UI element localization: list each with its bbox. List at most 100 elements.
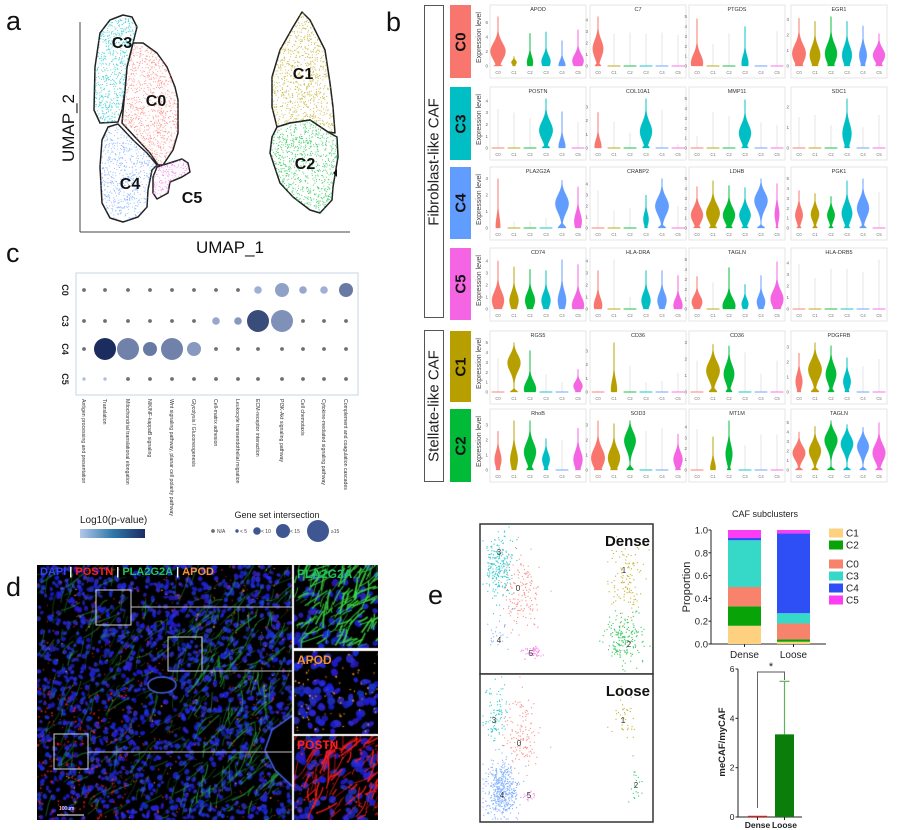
dot-c0-2 [126,288,130,292]
x-tick-label: C1 [611,232,617,237]
x-tick-label: C2 [527,474,533,479]
violin-c5 [573,369,583,393]
x-tick-label: C5 [575,474,581,479]
x-tick-label: C2 [627,396,633,401]
violin-c4 [555,439,569,471]
bar-segment-c5 [728,530,761,538]
x-tick-label: Loose [772,820,797,830]
x-tick-label: C4 [758,70,764,75]
violin-shape [509,266,519,310]
x-tick-label: C0 [595,70,601,75]
y-tick-label: 5 [684,96,687,101]
y-tick-label: 1.0 [695,526,708,537]
violin-shape [655,178,669,229]
umap-cluster-c3: C3 [93,14,138,124]
y-tick-label: 1 [786,375,789,380]
violin-c1 [706,282,720,310]
dot-plot-panel-c: C0 C3 C4 C5 Antigen processing and presentat… [60,272,359,542]
x-tick-label: C5 [675,474,681,479]
y-tick-label: 0 [485,390,488,395]
y-tick-label: 0 [585,226,588,231]
legend-label: C2 [846,541,859,552]
x-tick-label: C3 [844,232,850,237]
violin-shape [710,436,716,471]
row-box-c5: C5 [450,248,471,320]
y-tick-label: 3 [485,110,488,115]
x-tick-label: C5 [774,396,780,401]
dot-c4-6 [214,347,218,351]
x-tick-label: C0 [796,232,802,237]
violin-c5 [671,372,685,393]
x-tick-label: C4 [860,313,866,318]
column-label: ECM-receptor interaction [254,399,260,457]
bar-rect [748,815,767,817]
violin-c1 [706,44,720,67]
y-axis-label: Expression level [476,255,483,306]
umap-points-c4 [482,744,527,820]
cluster-points [99,124,157,222]
y-tick-label: 0 [786,468,789,473]
y-tick-label: 3 [684,277,687,282]
x-tick-label: C5 [774,152,780,157]
y-tick-label: 2 [786,284,789,289]
violin-c5 [774,183,780,229]
violin-shape [706,180,720,229]
dot-c4-8 [256,347,260,351]
violin-frame [688,4,786,79]
violin-title: RhoB [531,411,545,417]
y-tick-label: 0.0 [695,640,708,651]
column-label: Cytokine-mediated signaling pathway [320,399,326,485]
y-tick-label: 4 [585,182,588,187]
channel-separator: | [116,566,120,578]
x-tick-label: C1 [710,313,716,318]
cluster-label: C0 [146,93,167,110]
y-tick-label: 0 [585,468,588,473]
y-tick-label: 3 [684,116,687,121]
x-tick-label: C1 [611,70,617,75]
x-tick-label: C4 [659,70,665,75]
violin-c2 [824,125,838,149]
x-tick-label: C5 [876,396,882,401]
violin-c2 [623,32,637,67]
y-tick-label: 2 [786,206,789,211]
immunofluorescence-panel: DAPI | POSTN | PLA2G2A | APOD PLA2G2A APOD POS… [37,565,378,820]
row-box-c1: C1 [450,331,471,402]
violin-shape [507,342,521,393]
dot-c3-3 [148,319,152,323]
umap-panel-e: 0 1 2 3 4 5 Dense 0 1 2 3 4 5 Loose [479,523,654,823]
bar-segment-c0 [777,623,810,640]
violin-shape [573,427,583,471]
x-tick-label: C1 [511,396,517,401]
violin-c5 [573,427,583,471]
violin-c4 [558,40,566,67]
dot-c4-5 [187,342,201,356]
violin-shape [555,179,569,229]
violin-base [872,147,886,149]
violin-frame [589,330,687,405]
y-tick-label: 1 [585,52,588,57]
x-tick-label: C2 [627,313,633,318]
violin-base [706,308,720,310]
dot-c0-1 [103,288,107,292]
violin-panel-rgs5: RGS5 0 1 2 3 4 5 C0 C1 C2 C3 C4 C5 [485,330,587,405]
violin-base [690,391,704,393]
x-tick-label: C1 [511,313,517,318]
y-tick-label: 0 [585,64,588,69]
violin-shape [657,270,667,310]
violin-shape [754,178,768,229]
stacked-bar-chart: CAF subclusters 0.0 0.2 0.4 0.6 0.8 1.0 Proport… [681,509,859,661]
cluster-label: C1 [293,66,314,83]
size-legend-title: Gene set intersection [234,510,319,520]
cluster-label: C5 [182,190,203,207]
violin-c4 [856,427,870,471]
violin-c5 [770,261,784,310]
dot-c0-9 [275,283,289,297]
column-label: Cell-matrix adhesion [212,399,218,446]
column-label: Mitochondrial translational elongation [124,399,130,485]
violin-base [623,65,637,67]
violin-c3 [643,194,649,229]
violin-base [491,391,505,393]
y-tick-label: 1 [786,458,789,463]
x-tick-label: C5 [575,152,581,157]
violin-c0 [690,18,704,67]
